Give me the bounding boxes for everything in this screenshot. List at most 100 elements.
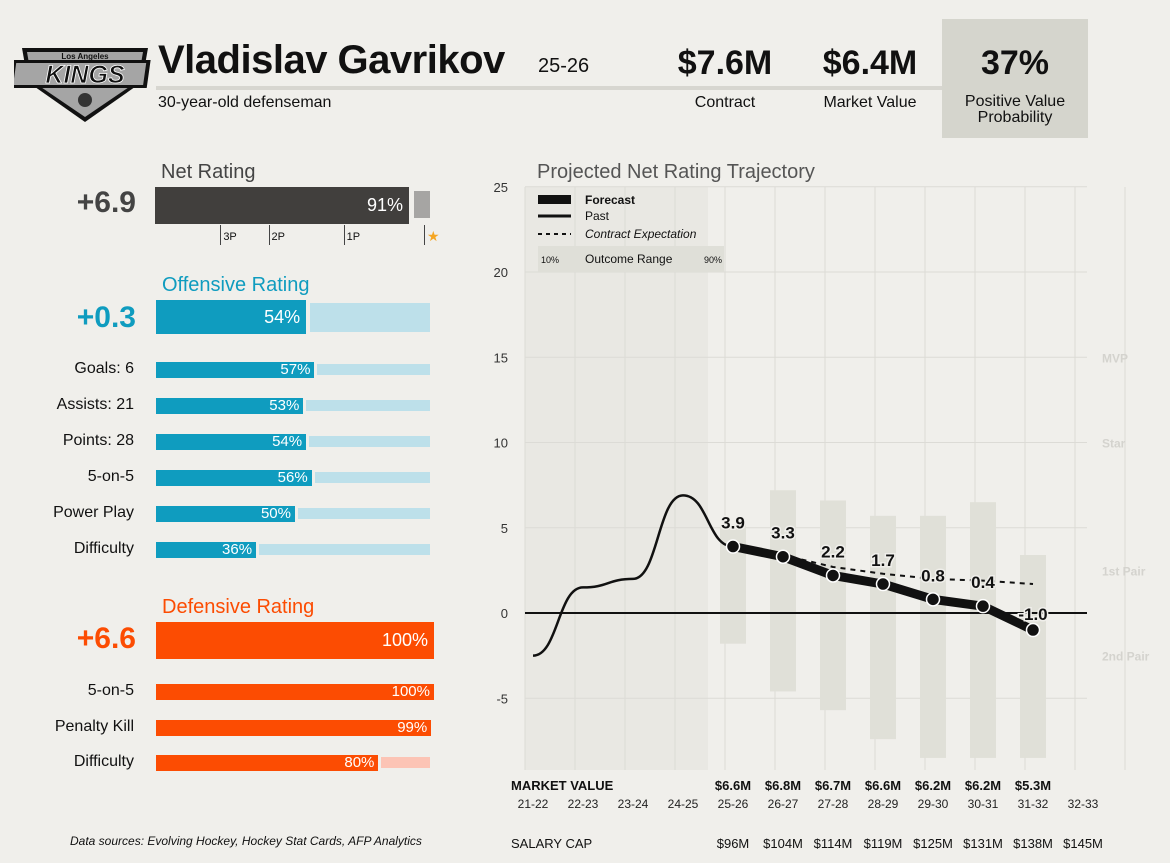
y-tick-label: 0	[501, 606, 508, 621]
stat-row-label: 5-on-5	[87, 682, 134, 699]
tier-label: 1P	[346, 231, 361, 243]
tier-label: 1st Pair	[1102, 564, 1146, 578]
offensive-rating-title: Offensive Rating	[162, 274, 310, 296]
stat-row-label: 5-on-5	[87, 468, 134, 485]
y-tick-label: 20	[494, 265, 508, 280]
x-tick-label: 30-31	[968, 797, 999, 811]
y-tick-label: 15	[494, 350, 508, 365]
season-label: 25-26	[538, 55, 590, 77]
star-icon: ★	[427, 228, 440, 244]
tier-label: 2P	[271, 231, 286, 243]
salary-cap-cell: $114M	[814, 836, 853, 851]
y-tick-label: -5	[496, 691, 508, 706]
stat-row-percentile: 99%	[397, 718, 428, 736]
team-logo: Los Angeles KINGS	[8, 36, 156, 124]
outcome-range-bar	[970, 502, 996, 758]
salary-cap-cell: $131M	[963, 836, 1003, 851]
chart-title: Projected Net Rating Trajectory	[537, 161, 815, 183]
market-value-cell: $6.6M	[865, 778, 901, 793]
x-tick-label: 23-24	[618, 797, 649, 811]
stat-row-bar: 54%	[156, 434, 307, 450]
stat-row-bar: 99%	[156, 718, 432, 736]
data-sources: Data sources: Evolving Hockey, Hockey St…	[70, 834, 422, 848]
forecast-point	[925, 592, 941, 607]
stat-row-track	[298, 508, 430, 519]
stat-row-label: Difficulty	[73, 753, 134, 770]
x-tick-label: 22-23	[568, 797, 599, 811]
salary-cap-cell: $138M	[1013, 836, 1053, 851]
forecast-value-label: 3.3	[771, 524, 795, 543]
stat-row-bar: 80%	[156, 754, 379, 771]
net-rating-percentile: 91%	[366, 195, 403, 215]
net-rating-bar: 91%	[155, 187, 409, 224]
pvp-label-line2: Probability	[977, 109, 1053, 126]
outcome-range-bar	[920, 515, 946, 758]
stat-row-percentile: 56%	[277, 469, 308, 486]
stat-row-label: Power Play	[53, 504, 134, 521]
y-tick-label: 10	[494, 436, 508, 451]
tier-tick	[268, 225, 270, 245]
market-value-cell: $5.3M	[1015, 778, 1051, 793]
market-value-cell: $6.2M	[915, 778, 951, 793]
player-description: 30-year-old defenseman	[158, 94, 332, 111]
forecast-value-label: -1.0	[1018, 605, 1047, 624]
stat-row-percentile: 53%	[269, 397, 300, 414]
offensive-rating-value: +0.3	[76, 301, 136, 334]
legend-range-label: Outcome Range	[585, 252, 673, 266]
positive-value-probability: 37%	[980, 44, 1050, 82]
y-tick-label: 5	[501, 521, 508, 536]
tier-tick	[424, 225, 425, 245]
legend-range-high: 90%	[704, 255, 722, 265]
svg-text:Los Angeles: Los Angeles	[61, 52, 109, 61]
legend-forecast-label: Forecast	[585, 193, 635, 207]
x-tick-label: 28-29	[868, 797, 899, 811]
forecast-value-label: 3.9	[721, 514, 745, 533]
market-value-row-label: MARKET VALUE	[511, 778, 614, 793]
salary-cap-row-label: SALARY CAP	[511, 836, 592, 851]
stat-row-label: Penalty Kill	[54, 717, 134, 735]
x-tick-label: 29-30	[918, 797, 949, 811]
y-tick-label: 25	[494, 180, 508, 195]
positive-value-probability-box	[942, 19, 1088, 138]
player-name: Vladislav Gavrikov	[158, 38, 505, 82]
stat-row-label: Assists: 21	[56, 396, 134, 413]
stat-row-track	[381, 757, 430, 768]
forecast-value-label: 0.4	[971, 573, 995, 592]
market-value: $6.4M	[822, 44, 918, 82]
legend-range-low: 10%	[541, 255, 559, 265]
net-rating-value: +6.9	[76, 186, 136, 219]
stat-row-label: Points: 28	[62, 432, 134, 449]
market-value-label: Market Value	[823, 94, 917, 111]
stat-row-label: Difficulty	[73, 540, 134, 557]
forecast-value-label: 1.7	[871, 551, 895, 570]
outcome-range-bar	[770, 490, 796, 692]
salary-cap-cell: $145M	[1063, 836, 1103, 851]
legend-range-swatch	[538, 246, 724, 272]
market-value-cell: $6.6M	[715, 778, 751, 793]
salary-cap-cell: $125M	[913, 836, 953, 851]
defensive-rating-title: Defensive Rating	[162, 596, 315, 618]
legend-past-label: Past	[585, 209, 610, 223]
past-line	[532, 494, 734, 657]
forecast-value-label: 2.2	[821, 542, 845, 561]
outcome-range-bar	[820, 500, 846, 711]
stat-row-track	[317, 364, 430, 375]
x-tick-label: 24-25	[668, 797, 699, 811]
net-rating-title: Net Rating	[161, 161, 256, 183]
outcome-range-bar	[1020, 555, 1046, 758]
stat-row-track	[306, 400, 430, 411]
x-tick-label: 32-33	[1068, 797, 1099, 811]
forecast-point	[1025, 622, 1041, 638]
contract-value: $7.6M	[677, 44, 773, 82]
forecast-point	[775, 549, 791, 564]
stat-row-percentile: 80%	[344, 754, 375, 771]
stat-row-percentile: 50%	[260, 505, 291, 522]
stat-row-bar: 50%	[156, 506, 295, 522]
stat-row-track	[314, 472, 430, 483]
forecast-value-label: 0.8	[921, 566, 945, 585]
offensive-rating-percentile: 54%	[264, 307, 301, 327]
salary-cap-cell: $104M	[763, 836, 803, 851]
forecast-point	[725, 539, 741, 554]
tier-label: Star	[1102, 437, 1126, 451]
